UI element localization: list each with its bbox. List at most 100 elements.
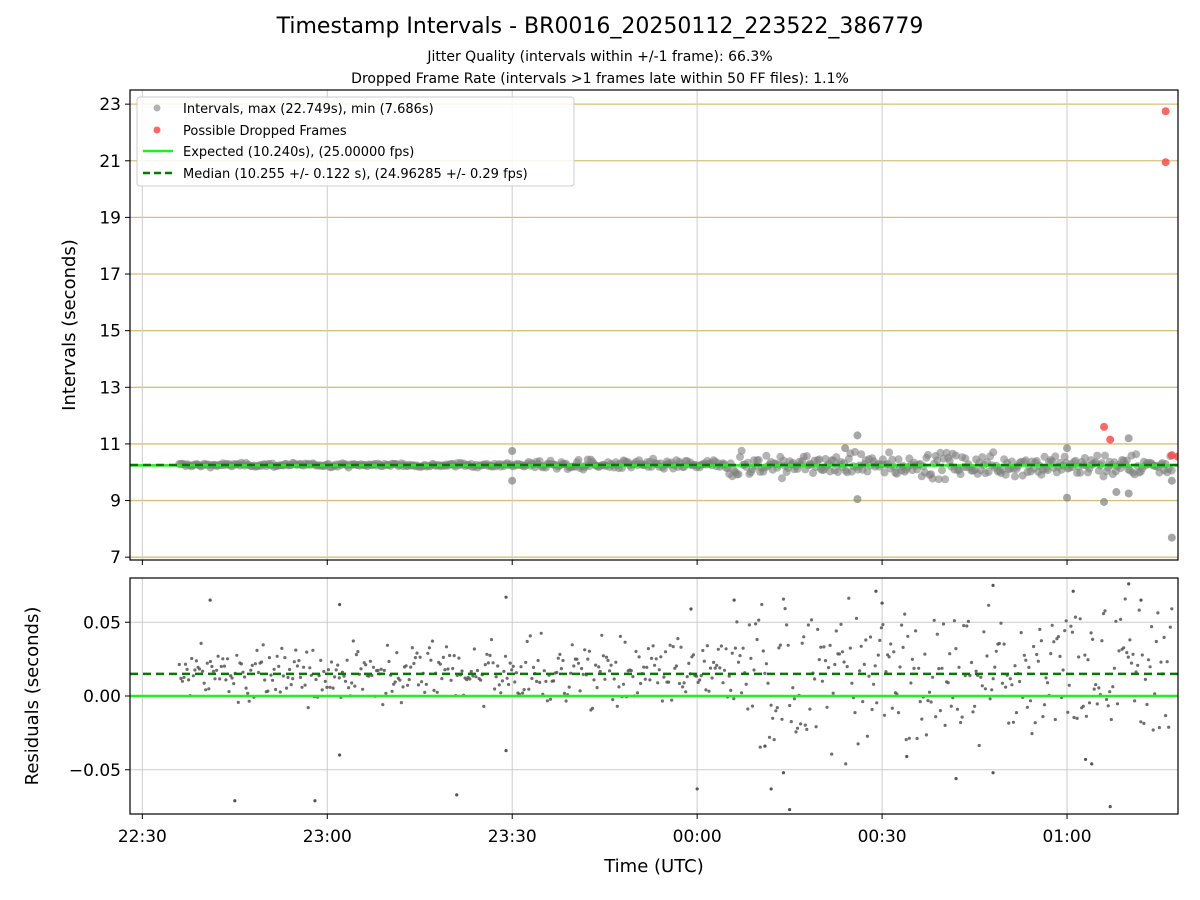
- residual-point: [934, 715, 938, 719]
- residual-point: [974, 669, 978, 673]
- residual-point: [834, 629, 838, 633]
- residual-point: [819, 645, 823, 649]
- residual-point: [514, 671, 519, 675]
- residual-point: [987, 603, 991, 607]
- residual-point: [1011, 720, 1016, 724]
- interval-outlier-point: [853, 431, 862, 440]
- residual-point: [1136, 663, 1140, 668]
- residual-point: [698, 678, 702, 682]
- residual-point: [716, 647, 720, 651]
- residual-point: [696, 680, 700, 685]
- interval-point: [762, 451, 771, 460]
- residual-point: [580, 666, 584, 671]
- intervals-y-tick-label: 19: [99, 208, 121, 228]
- residual-point: [785, 623, 789, 627]
- residual-point: [266, 689, 270, 693]
- residual-point: [255, 648, 259, 653]
- residual-outlier-point: [1139, 598, 1143, 602]
- residual-outlier-point: [313, 799, 317, 803]
- residual-point: [935, 632, 939, 636]
- residual-point: [511, 664, 515, 669]
- residual-point: [493, 687, 497, 691]
- residual-point: [415, 651, 419, 655]
- dropped-frame-point: [1106, 435, 1115, 444]
- residual-point: [684, 690, 688, 694]
- residual-point: [938, 709, 943, 713]
- interval-point: [936, 448, 945, 457]
- residual-point: [267, 656, 271, 660]
- residual-point: [926, 699, 930, 703]
- residual-point: [229, 674, 233, 678]
- residual-point: [927, 690, 932, 694]
- residual-point: [691, 653, 696, 657]
- intervals-y-ticks: 7 9 11 13 15 17 19 21 23: [99, 95, 130, 568]
- residual-point: [567, 685, 571, 689]
- residual-point: [499, 691, 503, 695]
- legend-box: [136, 96, 575, 187]
- residual-point: [799, 722, 803, 726]
- residual-point: [351, 639, 355, 643]
- residual-point: [892, 650, 896, 654]
- residual-point: [525, 639, 529, 644]
- residual-point: [246, 691, 250, 696]
- residual-point: [654, 657, 658, 661]
- residual-point: [1112, 666, 1116, 670]
- residual-point: [202, 681, 206, 685]
- residual-point: [207, 687, 211, 691]
- interval-point: [815, 455, 824, 464]
- residual-outlier-point: [695, 787, 699, 791]
- residual-point: [831, 691, 835, 695]
- residual-point: [235, 653, 239, 657]
- residual-point: [595, 686, 599, 690]
- dropped-frame-rate-subtitle: Dropped Frame Rate (intervals >1 frames …: [351, 71, 849, 87]
- residual-point: [878, 638, 882, 643]
- residual-point: [597, 665, 601, 669]
- residual-point: [559, 667, 564, 671]
- residual-point: [435, 690, 439, 694]
- residual-point: [194, 659, 198, 663]
- residual-point: [813, 677, 817, 681]
- interval-outlier-point: [1124, 489, 1133, 498]
- residual-point: [856, 742, 860, 746]
- residual-point: [1097, 686, 1101, 690]
- residual-point: [1123, 597, 1127, 601]
- residual-point: [820, 679, 825, 683]
- residual-point: [482, 704, 486, 709]
- residual-point: [274, 687, 278, 692]
- residual-point: [236, 700, 240, 705]
- interval-point: [574, 456, 583, 464]
- residual-point: [420, 680, 424, 684]
- residual-point: [1030, 732, 1034, 736]
- residual-point: [292, 660, 296, 664]
- residual-point: [1073, 615, 1078, 619]
- residual-point: [870, 707, 874, 712]
- residual-point: [193, 668, 197, 672]
- residual-point: [853, 711, 857, 715]
- residual-point: [794, 730, 798, 734]
- residual-point: [606, 658, 610, 663]
- residual-point: [906, 634, 910, 638]
- residual-point: [830, 752, 834, 756]
- residual-point: [269, 673, 273, 677]
- residual-point: [763, 671, 767, 676]
- residual-point: [556, 656, 560, 660]
- residual-point: [929, 700, 933, 704]
- residual-point: [410, 646, 414, 650]
- residual-point: [733, 646, 738, 650]
- interval-point: [1101, 451, 1109, 460]
- residual-point: [1122, 646, 1126, 650]
- residual-point: [1084, 714, 1088, 718]
- residual-point: [1089, 631, 1093, 635]
- residual-point: [576, 661, 581, 665]
- residual-point: [182, 675, 186, 680]
- residual-point: [216, 654, 220, 658]
- interval-point: [851, 447, 859, 456]
- residual-point: [519, 665, 523, 669]
- residual-point: [755, 637, 759, 642]
- interval-point: [1132, 450, 1141, 459]
- residual-point: [485, 652, 489, 656]
- residual-point: [721, 681, 725, 685]
- residual-point: [973, 704, 977, 708]
- residual-point: [1140, 653, 1144, 657]
- residual-outlier-point: [1127, 582, 1131, 586]
